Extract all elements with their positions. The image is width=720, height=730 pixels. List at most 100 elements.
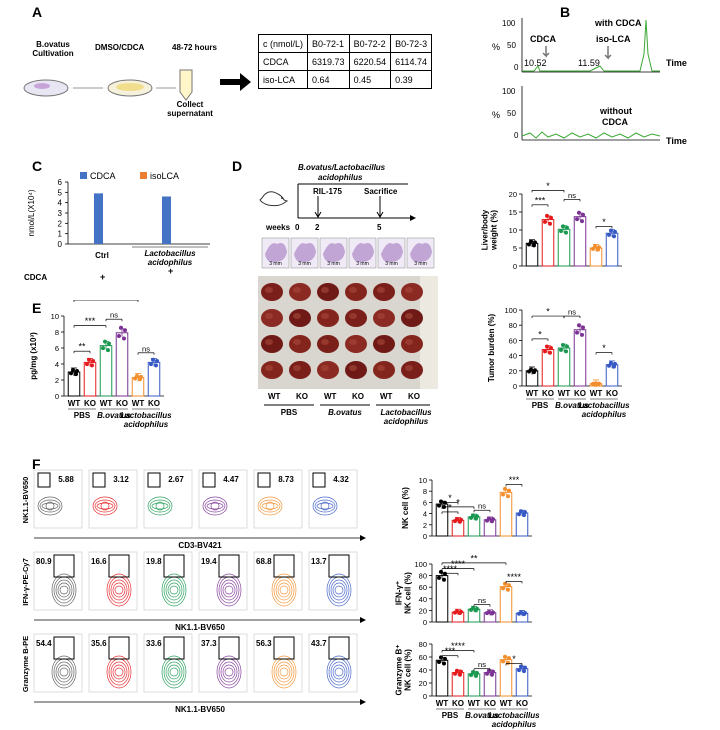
bar	[573, 216, 587, 267]
x-group: Lactobacillus	[578, 401, 630, 410]
data-point	[106, 348, 110, 353]
ylabel: NK cell (%)	[404, 649, 413, 691]
liver-specimen	[345, 309, 367, 327]
data-point	[577, 323, 581, 328]
data-point	[565, 344, 569, 349]
c-ytick: 2	[58, 219, 63, 228]
flow-contour	[149, 499, 171, 513]
table-row: CDCA 6319.73 6220.54 6114.74	[257, 52, 433, 71]
scale-bar-label: 3 mm	[414, 261, 427, 267]
gate-value: 8.73	[278, 475, 294, 484]
flow-contour	[55, 579, 73, 601]
data-point	[517, 512, 521, 517]
bar	[541, 219, 555, 267]
gate-value: 33.6	[146, 639, 162, 648]
liver-specimen	[317, 309, 339, 327]
flow-contour	[94, 499, 116, 513]
table-header-cell: B0-72-1	[307, 34, 350, 53]
flow-contour	[330, 579, 348, 601]
data-point	[455, 609, 459, 614]
d-treatment-2: acidophilus	[318, 173, 363, 182]
data-point	[437, 660, 441, 665]
data-point	[575, 330, 579, 335]
data-point	[491, 669, 495, 674]
ylabel: Tumor burden (%)	[487, 314, 496, 383]
data-point	[75, 369, 79, 374]
flow-gate	[163, 636, 185, 660]
c-category: Lactobacillus	[144, 249, 196, 258]
c-legend-label: isoLCA	[150, 171, 179, 181]
bar	[435, 575, 449, 623]
data-point	[69, 371, 73, 376]
data-point	[609, 361, 613, 366]
sig-label: *	[546, 181, 550, 191]
bar	[605, 232, 619, 267]
b-bottom-label-1: without	[599, 106, 632, 116]
ytick: 0	[55, 392, 59, 401]
data-point	[581, 212, 585, 217]
flow-contour	[151, 502, 169, 510]
histology-strip: 3 mm 3 mm 3 mm 3 mm 3 mm 3 mm	[258, 236, 438, 272]
d-treatment-1: B.ovatus/Lactobacillus	[298, 163, 386, 172]
flow-contour	[100, 501, 110, 511]
data-point	[503, 486, 507, 491]
liver-specimen	[261, 335, 283, 353]
liver-specimen	[345, 283, 367, 301]
data-point	[565, 225, 569, 230]
d-week: 2	[315, 223, 320, 232]
d-group-lines	[264, 404, 430, 406]
data-point	[135, 374, 139, 379]
liver-specimen	[261, 309, 283, 327]
sig-label: ****	[451, 559, 466, 569]
ytick: 0	[423, 618, 427, 627]
ytick: 5	[513, 244, 517, 253]
x-category: KO	[516, 699, 528, 708]
flow-contour	[332, 582, 346, 598]
x-category: KO	[542, 389, 554, 398]
ytick: 40	[509, 352, 517, 361]
data-point	[543, 219, 547, 224]
data-point	[609, 228, 613, 233]
x-category: KO	[574, 389, 586, 398]
gate-value: 3.12	[113, 475, 129, 484]
data-point	[548, 350, 552, 355]
flow-contour	[275, 579, 293, 601]
flow-contour	[147, 496, 173, 516]
d-ko: KO	[296, 392, 308, 401]
data-point	[519, 610, 523, 615]
sig-label: ***	[85, 316, 96, 326]
ytick: 100	[504, 306, 517, 315]
ytick: 2	[55, 376, 59, 385]
liver-specimen	[401, 335, 423, 353]
x-group: PBS	[442, 711, 459, 720]
flow-yaxis: Granzyme B-PE	[21, 636, 30, 692]
gate-value: 5.88	[58, 475, 74, 484]
ytick: 60	[419, 653, 427, 662]
liver-specimen	[289, 361, 311, 379]
data-point	[561, 224, 565, 229]
workflow-illustration	[23, 69, 193, 101]
c-legend-label: CDCA	[90, 171, 116, 181]
bar	[557, 347, 571, 387]
ylabel: Liver/body	[481, 209, 490, 250]
d-wt: WT	[324, 392, 337, 401]
panel-label-c: C	[32, 158, 43, 174]
sig-label: ****	[507, 572, 522, 582]
bar	[499, 586, 513, 623]
c-ytick: 1	[58, 230, 63, 239]
peak-arrow-icon	[542, 46, 550, 58]
flow-contour	[220, 579, 238, 601]
table-header-cell: B0-72-2	[348, 34, 392, 53]
data-point	[612, 364, 616, 369]
flow-contour	[57, 582, 71, 598]
bar	[499, 491, 513, 537]
data-point	[151, 357, 155, 362]
data-point	[87, 357, 91, 362]
liver-specimen	[373, 335, 395, 353]
flow-contour	[110, 579, 128, 601]
flow-contour	[271, 655, 297, 689]
scale-bar-label: 3 mm	[385, 261, 398, 267]
